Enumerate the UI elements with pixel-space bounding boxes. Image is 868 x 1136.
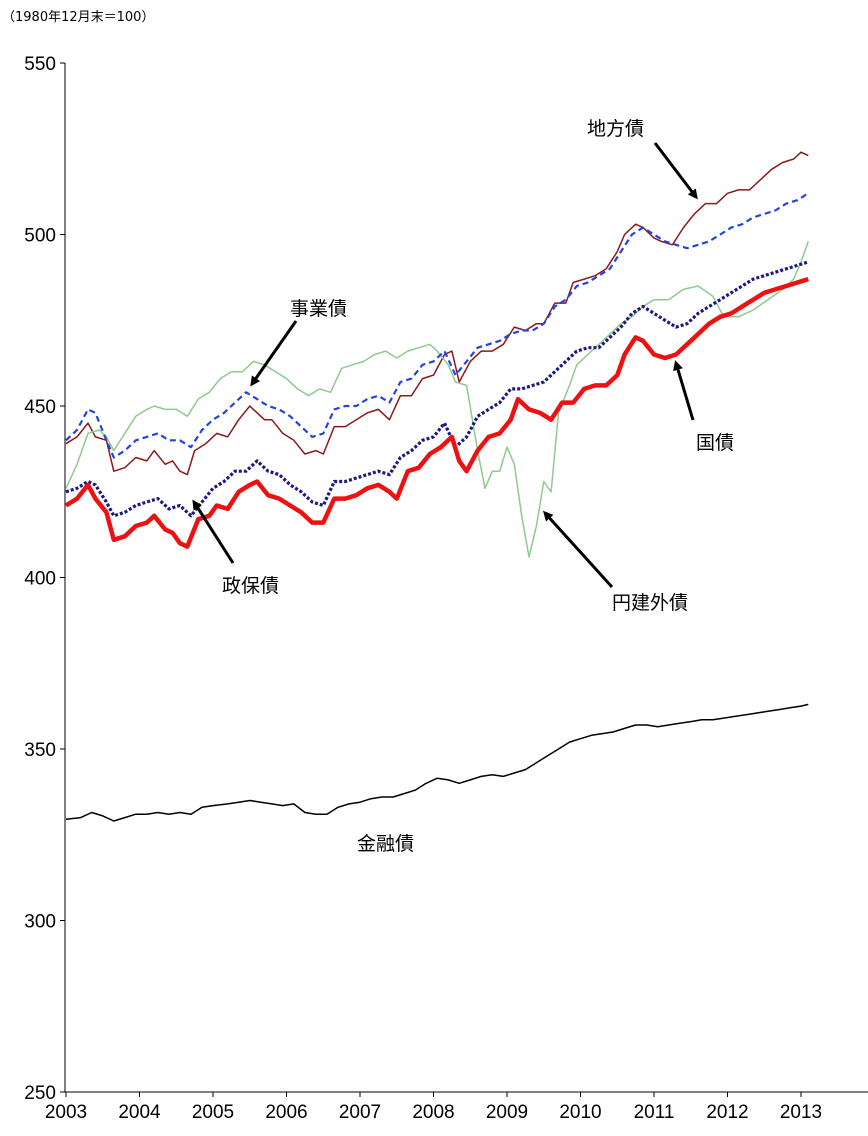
series-line: 地方債 [65, 151, 809, 476]
annotation-label: 国債 [696, 432, 734, 454]
unit-note: （1980年12月末＝100） [2, 10, 155, 25]
y-tick-label: 400 [24, 569, 56, 590]
chart-series-layer: 地方債事業債財投機関債政保債国債金融債 [64, 151, 810, 822]
y-tick-label: 250 [24, 1083, 56, 1104]
annotation-arrow [542, 510, 614, 589]
annotation-label: 事業債 [290, 298, 347, 320]
annotation-arrow [192, 499, 235, 564]
series-line: 国債 [64, 276, 809, 549]
series-line: 金融債 [65, 703, 809, 822]
annotation-arrow [673, 360, 695, 421]
y-tick-label: 500 [24, 226, 56, 247]
x-tick-label: 2003 [45, 1102, 87, 1123]
annotation-label: 金融債 [357, 833, 414, 855]
annotation-label: 地方債 [587, 118, 644, 140]
annotation-arrow [250, 320, 298, 387]
x-tick-label: 2004 [118, 1102, 161, 1123]
series-line: 事業債 [65, 241, 810, 558]
x-tick-label: 2012 [706, 1102, 748, 1123]
y-tick-label: 350 [24, 740, 56, 761]
x-tick-label: 2011 [634, 1102, 675, 1123]
y-tick-label: 300 [24, 912, 56, 933]
series-line: 財投機関債 [65, 192, 809, 459]
x-tick-label: 2007 [339, 1102, 381, 1123]
x-tick-label: 2010 [559, 1102, 601, 1123]
x-tick-label: 2006 [265, 1102, 307, 1123]
x-tick-label: 2005 [192, 1102, 234, 1123]
x-tick-label: 2008 [412, 1102, 454, 1123]
x-tick-label: 2013 [780, 1102, 822, 1123]
y-tick-label: 550 [24, 54, 56, 75]
annotation-label: 政保債 [222, 575, 279, 597]
annotation-label: 円建外債 [612, 592, 688, 614]
series-line: 政保債 [65, 260, 809, 518]
annotation-arrow [653, 142, 698, 200]
x-tick-label: 2009 [486, 1102, 528, 1123]
y-tick-label: 450 [24, 397, 56, 418]
